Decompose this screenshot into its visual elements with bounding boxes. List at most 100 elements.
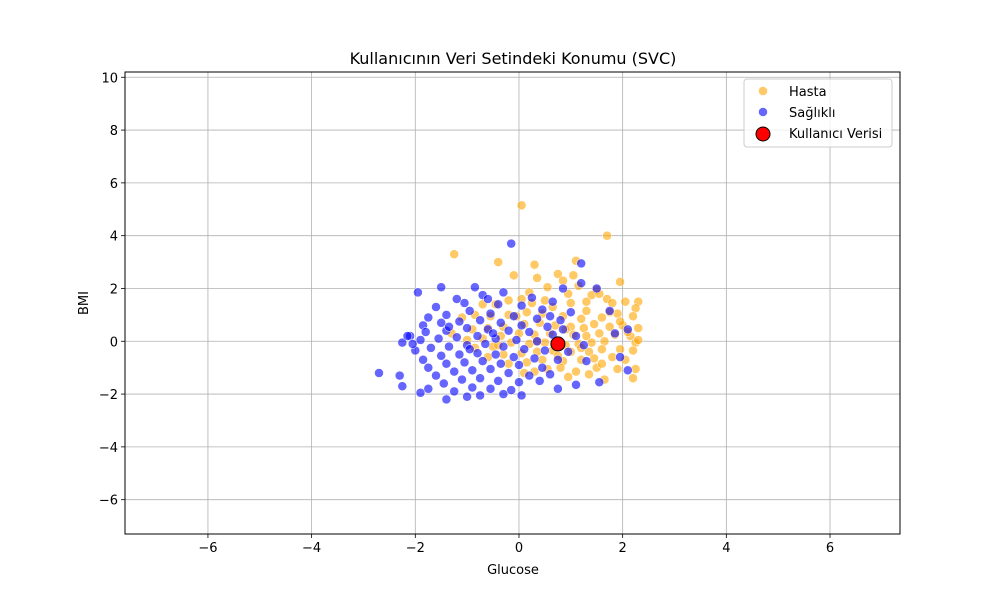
point-saglikli (529, 353, 540, 364)
point-saglikli (407, 339, 418, 349)
point-saglikli (475, 315, 485, 325)
point-saglikli (475, 390, 485, 401)
point-saglikli (444, 341, 454, 352)
point-hasta (532, 273, 542, 283)
y-tick-label: −6 (99, 494, 118, 509)
point-saglikli (579, 340, 589, 350)
point-saglikli (604, 306, 615, 316)
point-saglikli (477, 356, 488, 366)
point-saglikli (467, 382, 478, 393)
point-saglikli (444, 322, 454, 332)
point-hasta (503, 295, 514, 306)
point-saglikli (415, 335, 426, 345)
point-hasta (604, 322, 615, 332)
legend-label-kullanici: Kullanıcı Verisi (789, 127, 882, 142)
y-axis-label: BMI (77, 291, 92, 315)
point-saglikli (514, 360, 524, 370)
point-saglikli (402, 331, 413, 341)
point-saglikli (436, 318, 446, 328)
point-hasta (597, 312, 607, 323)
point-saglikli (423, 384, 434, 394)
point-hasta (576, 314, 586, 324)
y-tick-label: −2 (99, 388, 118, 403)
point-hasta (566, 298, 576, 308)
point-saglikli (545, 311, 555, 321)
plot-frame (124, 71, 901, 535)
point-saglikli (488, 328, 498, 339)
x-tick-label: 4 (722, 541, 730, 556)
x-axis-label: Glucose (487, 563, 539, 578)
point-hasta (630, 303, 641, 314)
point-hasta (563, 372, 573, 382)
point-saglikli (532, 314, 542, 324)
point-saglikli (493, 376, 503, 386)
point-saglikli (431, 302, 441, 312)
point-saglikli (615, 352, 625, 362)
point-saglikli (420, 327, 431, 337)
point-saglikli (467, 365, 478, 376)
data-points (374, 200, 643, 405)
point-saglikli (516, 300, 527, 311)
point-saglikli (623, 365, 633, 376)
point-saglikli (516, 320, 527, 331)
point-saglikli (498, 389, 509, 399)
point-saglikli (540, 345, 550, 356)
point-saglikli (454, 349, 465, 360)
point-kullanici-verisi (550, 336, 566, 352)
point-saglikli (464, 344, 475, 354)
point-saglikli (581, 356, 592, 366)
legend-label-saglikli: Sağlıklı (789, 106, 835, 121)
point-hasta (589, 319, 599, 329)
point-hasta (540, 295, 550, 306)
point-saglikli (524, 327, 535, 337)
x-tick-label: −6 (198, 541, 217, 556)
point-saglikli (426, 343, 436, 353)
y-tick-label: 6 (110, 177, 118, 192)
point-saglikli (514, 377, 524, 387)
point-saglikli (472, 348, 483, 358)
point-saglikli (537, 362, 548, 373)
legend-label-hasta: Hasta (789, 85, 827, 100)
point-saglikli (555, 315, 566, 325)
point-saglikli (506, 238, 516, 249)
y-tick-label: 10 (101, 71, 118, 86)
point-saglikli (397, 381, 408, 391)
point-saglikli (441, 394, 452, 405)
point-hasta (612, 364, 623, 374)
point-saglikli (413, 287, 423, 298)
point-saglikli (532, 336, 542, 347)
point-hasta (493, 257, 503, 267)
point-saglikli (563, 347, 573, 357)
point-hasta (568, 270, 579, 281)
point-hasta (633, 335, 643, 345)
point-hasta (529, 259, 540, 270)
point-hasta (581, 306, 592, 316)
chart-title: Kullanıcının Veri Setindeki Konumu (SVC) (350, 49, 677, 68)
point-saglikli (449, 366, 459, 377)
point-hasta (581, 296, 592, 307)
point-saglikli (431, 370, 441, 381)
x-tick-label: 0 (515, 541, 523, 556)
point-hasta (597, 344, 607, 354)
point-saglikli (537, 304, 548, 315)
point-saglikli (527, 292, 537, 303)
point-saglikli (418, 355, 428, 365)
point-hasta (537, 355, 548, 365)
point-hasta (509, 270, 519, 281)
point-saglikli (553, 355, 563, 365)
point-hasta (615, 277, 625, 287)
point-saglikli (496, 318, 506, 328)
point-saglikli (623, 324, 633, 335)
x-tick-label: 6 (826, 541, 834, 556)
point-saglikli (452, 294, 462, 304)
point-saglikli (545, 369, 555, 380)
point-hasta (449, 249, 459, 259)
point-hasta (628, 345, 638, 356)
point-saglikli (470, 282, 480, 292)
point-hasta (516, 200, 527, 211)
point-hasta (581, 331, 592, 341)
point-hasta (522, 307, 532, 317)
point-saglikli (439, 378, 449, 389)
point-saglikli (509, 311, 519, 321)
